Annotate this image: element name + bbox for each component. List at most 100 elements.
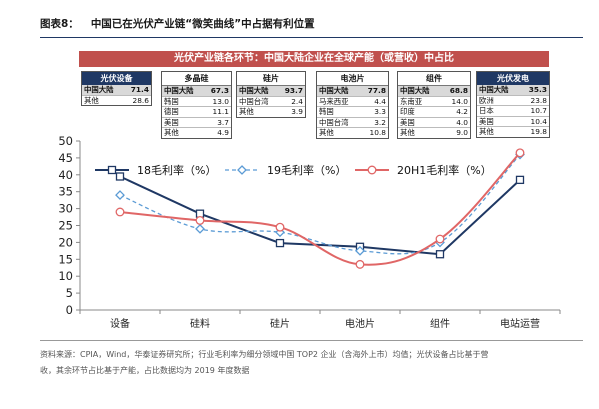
share-region: 日本 bbox=[479, 106, 494, 115]
share-value: 35.3 bbox=[528, 85, 547, 94]
x-tick-label: 电池片 bbox=[345, 317, 375, 330]
share-value: 68.8 bbox=[449, 86, 468, 95]
share-banner: 光伏产业链各环节：中国大陆企业在全球产能（或营收）中占比 bbox=[79, 51, 549, 67]
share-region: 德国 bbox=[164, 107, 179, 116]
share-region: 中国大陆 bbox=[84, 85, 114, 94]
share-region: 美国 bbox=[479, 116, 494, 126]
data-point bbox=[115, 172, 125, 181]
legend-label: 20H1毛利率（%） bbox=[397, 163, 492, 177]
y-tick-label: 50 bbox=[58, 134, 73, 148]
y-tick-label: 0 bbox=[66, 303, 73, 317]
share-row: 韩国 3.3 bbox=[317, 107, 388, 118]
share-row: 中国大陆 71.4 bbox=[82, 85, 151, 96]
share-region: 中国大陆 bbox=[239, 86, 269, 95]
data-point bbox=[435, 250, 445, 259]
share-row: 其他 28.6 bbox=[82, 96, 151, 106]
share-value: 3.7 bbox=[217, 117, 229, 127]
share-value: 3.3 bbox=[374, 107, 386, 116]
series-line bbox=[119, 154, 521, 255]
share-region: 其他 bbox=[239, 107, 254, 116]
share-region: 其他 bbox=[84, 95, 99, 105]
share-row: 印度 4.2 bbox=[398, 107, 470, 118]
share-region: 其他 bbox=[319, 128, 334, 137]
share-value: 67.3 bbox=[210, 86, 229, 95]
share-box: 硅片 中国大陆 93.7 中国台湾 2.4 其他 3.9 bbox=[236, 71, 306, 118]
share-row: 东南亚 14.0 bbox=[398, 96, 470, 107]
margin-line-chart: 0 5 10 15 20 25 30 35 40 45 50 设备 硅料 硅片 电池片 组件 电站运营 18毛利率… bbox=[58, 134, 561, 330]
share-row: 美国 4.0 bbox=[398, 117, 470, 128]
share-value: 14.0 bbox=[451, 96, 468, 106]
share-row: 中国台湾 3.2 bbox=[317, 117, 388, 128]
data-point bbox=[195, 215, 205, 225]
data-point bbox=[237, 165, 247, 175]
share-row: 中国大陆 77.8 bbox=[317, 86, 388, 97]
share-region: 中国大陆 bbox=[479, 85, 509, 94]
share-region: 其他 bbox=[400, 128, 415, 137]
share-box-header: 组件 bbox=[398, 72, 470, 86]
share-region: 美国 bbox=[400, 117, 415, 127]
share-row: 中国大陆 67.3 bbox=[162, 86, 231, 97]
share-row: 德国 11.1 bbox=[162, 107, 231, 118]
y-tick-label: 40 bbox=[58, 168, 73, 182]
share-row: 中国台湾 2.4 bbox=[237, 96, 305, 107]
share-value: 4.9 bbox=[217, 128, 229, 137]
share-row: 其他 9.0 bbox=[398, 128, 470, 138]
share-value: 11.1 bbox=[212, 107, 229, 116]
figure-title: 图表8： 中国已在光伏产业链“微笑曲线”中占据有利位置 bbox=[40, 16, 580, 34]
share-region: 马来西亚 bbox=[319, 96, 349, 106]
share-value: 77.8 bbox=[367, 86, 386, 95]
data-point bbox=[107, 165, 117, 175]
figure-label: 图表8： bbox=[40, 18, 79, 30]
share-row: 其他 19.8 bbox=[477, 127, 549, 137]
share-row: 中国大陆 35.3 bbox=[477, 85, 549, 96]
x-tick-label: 硅料 bbox=[190, 317, 210, 330]
share-box: 组件 中国大陆 68.8 东南亚 14.0 印度 4.2 美国 4.0 其他 9.0 bbox=[397, 71, 471, 139]
source-note-line-1: 资料来源：CPIA，Wind，华泰证券研究所；行业毛利率为细分领域中国 TOP2… bbox=[40, 350, 489, 359]
share-value: 28.6 bbox=[132, 95, 149, 105]
y-tick-label: 5 bbox=[66, 286, 73, 300]
y-tick-label: 25 bbox=[58, 219, 73, 233]
share-value: 10.8 bbox=[369, 128, 386, 137]
share-value: 23.8 bbox=[530, 95, 547, 105]
data-point bbox=[275, 238, 285, 248]
share-region: 印度 bbox=[400, 107, 415, 116]
series-line bbox=[119, 175, 521, 256]
share-row: 中国大陆 68.8 bbox=[398, 86, 470, 97]
x-tick-label: 硅片 bbox=[270, 317, 290, 330]
share-box-header: 电池片 bbox=[317, 72, 388, 86]
data-point bbox=[195, 223, 205, 234]
share-region: 中国台湾 bbox=[319, 117, 349, 127]
data-point bbox=[515, 175, 525, 185]
source-note-line-2: 收，其余环节占比基于产能，占比数据均为 2019 年度数据 bbox=[40, 366, 250, 375]
share-region: 韩国 bbox=[319, 107, 334, 116]
x-tick-label: 设备 bbox=[110, 317, 130, 330]
data-point bbox=[355, 245, 365, 256]
share-row: 中国大陆 93.7 bbox=[237, 86, 305, 97]
share-region: 中国台湾 bbox=[239, 96, 269, 106]
share-region: 韩国 bbox=[164, 96, 179, 106]
data-point bbox=[115, 190, 125, 200]
legend-label: 18毛利率（%） bbox=[137, 163, 216, 177]
share-row: 日本 10.7 bbox=[477, 106, 549, 117]
share-region: 其他 bbox=[164, 128, 179, 137]
share-value: 4.2 bbox=[456, 107, 468, 116]
share-region: 美国 bbox=[164, 117, 179, 127]
footer-divider bbox=[40, 340, 583, 341]
share-region: 东南亚 bbox=[400, 96, 423, 106]
share-box-header: 多晶硅 bbox=[162, 72, 231, 86]
data-point bbox=[435, 234, 445, 244]
share-row: 马来西亚 4.4 bbox=[317, 96, 388, 107]
data-point bbox=[275, 222, 285, 232]
share-box: 光伏发电 中国大陆 35.3 欧洲 23.8 日本 10.7 美国 10.4 其他 19.8 bbox=[476, 71, 550, 138]
share-region: 中国大陆 bbox=[400, 86, 430, 95]
share-value: 71.4 bbox=[130, 85, 149, 94]
share-region: 中国大陆 bbox=[164, 86, 194, 95]
y-tick-label: 30 bbox=[58, 202, 73, 216]
y-tick-label: 10 bbox=[58, 269, 73, 283]
data-point bbox=[115, 207, 125, 217]
share-region: 中国大陆 bbox=[319, 86, 349, 95]
legend-label: 19毛利率（%） bbox=[267, 163, 346, 177]
share-value: 93.7 bbox=[284, 86, 303, 95]
y-tick-label: 20 bbox=[58, 235, 73, 249]
share-region: 欧洲 bbox=[479, 95, 494, 105]
